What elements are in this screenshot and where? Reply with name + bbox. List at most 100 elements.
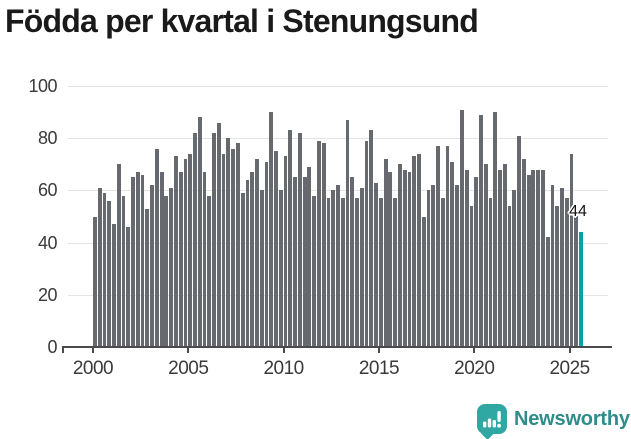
bar-2018-q1 (436, 146, 440, 347)
bar-2020-q2 (479, 114, 483, 347)
bar-2024-q3 (560, 187, 564, 347)
bar-2000-q4 (107, 200, 112, 347)
bar-2020-q1 (474, 177, 479, 347)
bar-2014-q3 (369, 130, 374, 347)
bar-2008-q4 (259, 190, 264, 347)
bar-2022-q3 (521, 159, 526, 347)
x-tick-label-2020: 2020 (454, 358, 495, 379)
bar-2012-q3 (331, 190, 336, 347)
bar-2025-q3 (579, 232, 583, 347)
bar-2022-q4 (526, 174, 531, 347)
bar-2009-q1 (264, 161, 269, 347)
bar-2009-q2 (269, 112, 274, 347)
bar-2018-q4 (450, 161, 455, 347)
bar-2019-q4 (469, 206, 474, 347)
x-axis-line (62, 346, 612, 348)
bar-2018-q3 (445, 146, 450, 347)
bar-2010-q2 (288, 130, 293, 347)
y-tick-label-0: 0 (47, 337, 57, 357)
bar-2010-q1 (283, 156, 288, 347)
bar-2019-q3 (464, 169, 469, 347)
bar-2019-q2 (459, 109, 464, 347)
x-tick-2010 (282, 348, 285, 353)
bar-2006-q2 (212, 132, 216, 347)
bar-2012-q1 (321, 143, 326, 347)
bar-2006-q4 (221, 153, 226, 347)
bar-2001-q1 (112, 224, 116, 347)
bar-2021-q4 (507, 206, 512, 347)
bar-2022-q1 (512, 190, 517, 347)
bar-2002-q3 (140, 174, 145, 347)
bar-2007-q2 (231, 148, 235, 347)
bar-2002-q4 (145, 208, 150, 347)
x-tick-label-2010: 2010 (263, 358, 304, 379)
bar-2014-q4 (374, 182, 378, 347)
bar-2015-q4 (393, 198, 398, 347)
gridline-80 (68, 138, 608, 140)
bar-2008-q1 (245, 179, 250, 347)
bar-2017-q2 (421, 216, 426, 347)
axis-origin-tick (62, 348, 64, 353)
bar-2003-q3 (159, 172, 164, 347)
bar-2018-q2 (440, 198, 445, 347)
brand-name: Newsworthy (514, 408, 630, 430)
bar-2021-q1 (493, 112, 498, 347)
bar-2000-q3 (102, 193, 107, 347)
bar-2003-q1 (150, 185, 154, 347)
bar-2007-q1 (226, 138, 231, 347)
bar-2009-q4 (278, 190, 283, 347)
bar-2023-q1 (531, 169, 536, 347)
bar-2020-q3 (483, 164, 488, 347)
bar-2011-q2 (307, 166, 312, 347)
bar-2021-q2 (498, 169, 502, 347)
bar-2024-q2 (555, 206, 560, 347)
x-tick-label-2025: 2025 (549, 358, 590, 379)
bar-2016-q1 (398, 164, 402, 347)
bar-2005-q2 (193, 132, 197, 347)
bar-2013-q1 (340, 198, 345, 347)
bar-2007-q4 (240, 193, 245, 347)
y-tick-label-40: 40 (37, 232, 58, 253)
bar-2011-q4 (317, 140, 321, 347)
bar-2002-q2 (135, 172, 140, 347)
bar-2024-q4 (564, 198, 569, 347)
bar-2017-q1 (417, 153, 421, 347)
bar-2022-q2 (517, 135, 521, 347)
bar-2014-q2 (364, 140, 369, 347)
y-tick-label-80: 80 (37, 128, 58, 149)
bar-2004-q4 (183, 159, 188, 347)
bar-2003-q4 (164, 195, 169, 347)
bar-2015-q1 (378, 198, 383, 347)
bar-2004-q3 (178, 172, 183, 347)
bar-2013-q2 (345, 119, 350, 347)
x-tick-label-2015: 2015 (358, 358, 400, 379)
bar-2000-q2 (97, 187, 102, 347)
y-tick-label-100: 100 (28, 76, 57, 96)
bar-2008-q3 (255, 159, 259, 347)
last-value-label: 44 (569, 203, 587, 221)
bar-2010-q3 (293, 177, 297, 347)
x-tick-label-2005: 2005 (168, 358, 209, 379)
x-tick-2025 (568, 348, 571, 353)
bar-2016-q2 (402, 169, 407, 347)
bar-2001-q4 (126, 226, 131, 347)
newsworthy-bar-chart-bubble-icon (477, 404, 507, 439)
bar-2003-q2 (154, 148, 159, 347)
bar-2001-q3 (121, 195, 126, 347)
bar-2012-q4 (336, 185, 340, 347)
bar-2011-q1 (302, 177, 307, 347)
x-tick-2015 (377, 348, 380, 353)
bar-2005-q4 (202, 172, 207, 347)
x-tick-2020 (473, 348, 476, 353)
bar-2017-q3 (426, 190, 431, 347)
bar-2011-q3 (312, 195, 317, 347)
bar-2008-q2 (250, 172, 255, 347)
bar-2017-q4 (431, 185, 436, 347)
bar-2000-q1 (93, 216, 97, 347)
bar-2004-q1 (169, 187, 174, 347)
bar-series (93, 86, 584, 347)
x-tick-2000 (92, 348, 94, 353)
x-tick-2005 (187, 348, 190, 353)
gridline-100 (68, 86, 608, 87)
